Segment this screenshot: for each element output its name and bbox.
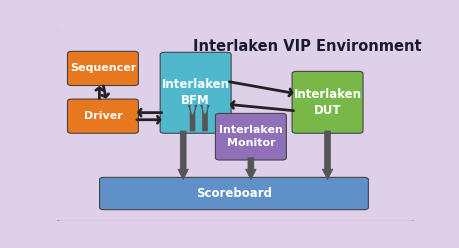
FancyBboxPatch shape: [160, 52, 230, 133]
Text: Interlaken
BFM: Interlaken BFM: [161, 78, 229, 107]
FancyBboxPatch shape: [99, 177, 368, 210]
Polygon shape: [245, 158, 256, 180]
Text: Interlaken VIP Environment: Interlaken VIP Environment: [192, 39, 420, 55]
Polygon shape: [200, 105, 209, 131]
Text: Interlaken
Monitor: Interlaken Monitor: [218, 125, 282, 148]
FancyBboxPatch shape: [67, 51, 138, 86]
FancyBboxPatch shape: [67, 99, 138, 133]
FancyBboxPatch shape: [291, 71, 362, 133]
FancyBboxPatch shape: [215, 113, 286, 160]
Text: Interlaken
DUT: Interlaken DUT: [293, 88, 361, 117]
Polygon shape: [188, 105, 196, 131]
Polygon shape: [178, 131, 188, 180]
Polygon shape: [321, 131, 332, 180]
Text: Sequencer: Sequencer: [70, 63, 136, 73]
Text: Scoreboard: Scoreboard: [196, 187, 271, 200]
Text: Driver: Driver: [84, 111, 122, 121]
FancyBboxPatch shape: [55, 28, 416, 222]
